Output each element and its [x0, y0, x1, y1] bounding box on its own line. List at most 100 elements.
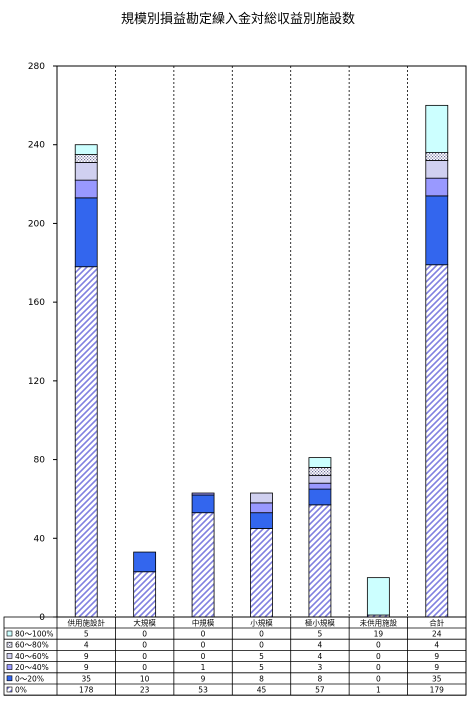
bar-segment [250, 528, 273, 618]
category-label: 大規模 [133, 618, 156, 628]
data-value: 4 [318, 641, 323, 650]
data-value: 1 [376, 686, 381, 695]
bar-segment [250, 492, 273, 504]
bar-segment [425, 264, 449, 618]
category-label: 極小規模 [305, 618, 335, 628]
bar-segment [250, 512, 273, 529]
data-value: 179 [430, 686, 445, 695]
y-tick-label: 120 [28, 377, 45, 387]
table-frame [3, 616, 467, 696]
bar-segment [425, 104, 449, 153]
bar-segment [366, 577, 390, 616]
data-value: 9 [434, 663, 439, 672]
data-value: 1 [201, 663, 206, 672]
bar-segment [425, 195, 449, 266]
bar-segment [308, 467, 332, 476]
legend-key [6, 653, 13, 659]
data-value: 0 [201, 630, 206, 639]
data-value: 0 [376, 674, 381, 683]
bar-segment [308, 482, 332, 490]
data-value: 0 [142, 641, 147, 650]
bar-segment [74, 144, 98, 155]
bar-segment [425, 160, 449, 179]
bar-segment [191, 512, 215, 618]
y-tick-label: 200 [28, 219, 45, 229]
data-value: 53 [198, 686, 208, 695]
data-value: 4 [84, 641, 89, 650]
bar-segment [425, 152, 449, 161]
bar-segment [74, 154, 98, 163]
bar-segment [74, 162, 98, 181]
data-value: 35 [81, 674, 91, 683]
data-value: 23 [140, 686, 150, 695]
data-value: 0 [376, 663, 381, 672]
data-value: 9 [434, 652, 439, 661]
legend-key [6, 664, 13, 670]
data-value: 35 [432, 674, 442, 683]
data-value: 0 [201, 652, 206, 661]
data-value: 5 [318, 630, 323, 639]
category-label: 未供用施設 [360, 618, 398, 628]
data-value: 178 [79, 686, 94, 695]
series-label: 20～40% [15, 663, 49, 672]
category-label: 供用施設計 [67, 618, 105, 628]
legend-key [6, 675, 13, 682]
data-value: 0 [201, 641, 206, 650]
data-value: 9 [201, 674, 206, 683]
series-label: 0% [15, 686, 27, 695]
y-tick-label: 240 [28, 141, 45, 151]
chart-title: 規模別損益勘定繰入金対総収益別施設数 [120, 12, 355, 27]
data-value: 45 [257, 686, 267, 695]
legend-key [6, 686, 13, 693]
data-value: 0 [142, 652, 147, 661]
plot-area: 0 40 80 120 160 200 240 280 [28, 62, 467, 623]
data-value: 0 [142, 630, 147, 639]
data-value: 57 [315, 686, 325, 695]
legend-key [6, 630, 13, 637]
data-value: 8 [259, 674, 264, 683]
bar-segment [308, 474, 332, 484]
data-value: 0 [376, 641, 381, 650]
data-value: 5 [84, 630, 89, 639]
data-value: 0 [259, 630, 264, 639]
bar-segment [74, 179, 98, 199]
bar-segment [74, 197, 98, 268]
y-tick-label: 80 [34, 456, 46, 466]
data-value: 5 [259, 663, 264, 672]
legend-key [6, 641, 13, 648]
bar-segment [308, 504, 332, 618]
y-tick-label: 280 [28, 62, 45, 72]
bar-segment [191, 494, 215, 514]
data-value: 4 [434, 641, 439, 650]
bar-segment [250, 502, 273, 514]
data-value: 9 [84, 652, 89, 661]
data-value: 19 [374, 630, 384, 639]
bar-segment [425, 177, 449, 197]
data-value: 4 [318, 652, 323, 661]
bar-segment [133, 571, 157, 618]
data-value: 0 [259, 641, 264, 650]
series-label: 80～100% [15, 630, 54, 639]
data-value: 10 [140, 674, 150, 683]
data-value: 5 [259, 652, 264, 661]
category-label: 小規模 [250, 618, 273, 628]
category-label: 合計 [429, 618, 444, 628]
data-value: 24 [432, 630, 442, 639]
data-value: 9 [84, 663, 89, 672]
bar-segment [74, 266, 98, 618]
data-value: 3 [318, 663, 323, 672]
y-tick-label: 40 [34, 534, 46, 544]
bar-segment [191, 492, 215, 496]
series-label: 40～60% [15, 652, 49, 661]
bar-segment [308, 457, 332, 468]
data-value: 0 [142, 663, 147, 672]
series-label: 0～20% [15, 674, 44, 683]
y-tick-label: 0 [39, 613, 45, 623]
category-label: 中規模 [192, 618, 215, 628]
series-label: 60～80% [15, 641, 49, 650]
data-value: 0 [376, 652, 381, 661]
bar-segment [308, 488, 332, 506]
y-tick-label: 160 [28, 298, 45, 308]
